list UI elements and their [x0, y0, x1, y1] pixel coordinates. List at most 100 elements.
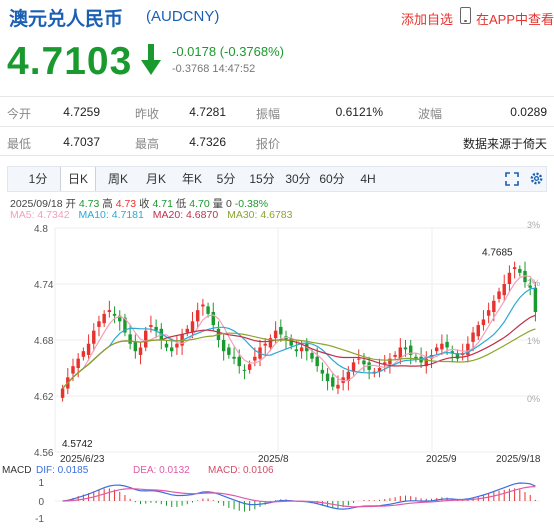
- ma20-label: MA20: 4.6870: [152, 209, 219, 221]
- min-price-label: 4.5742: [62, 439, 93, 450]
- candle-body: [408, 345, 413, 355]
- ohlc-date: 2025/09/18: [10, 198, 63, 210]
- ma-legend: MA5: 4.7342 MA10: 4.7181 MA20: 4.6870 MA…: [10, 209, 298, 221]
- candle-body: [466, 343, 470, 355]
- stat-label: 报价: [256, 137, 281, 151]
- macd-y-tick: -1: [35, 514, 44, 525]
- tab-60min[interactable]: 60分: [319, 172, 345, 186]
- candle-body: [60, 388, 65, 398]
- candle-body: [284, 336, 288, 340]
- candle-body: [299, 347, 304, 352]
- candle-body: [450, 351, 454, 354]
- stat-value: 0.6121%: [335, 105, 383, 119]
- tab-30min[interactable]: 30分: [285, 172, 311, 186]
- candle-body: [76, 358, 80, 368]
- stat-label: 最高: [135, 137, 160, 151]
- candle-body: [190, 321, 195, 333]
- candle-body: [424, 358, 429, 367]
- change-timestamp: -0.3768 14:47:52: [172, 63, 256, 75]
- candle-body: [81, 351, 86, 357]
- candle-body: [206, 306, 210, 314]
- macd-value: MACD: 0.0106: [208, 465, 274, 476]
- add-watchlist-button[interactable]: 添加自选: [401, 12, 454, 27]
- fullscreen-icon[interactable]: [505, 172, 519, 186]
- candle-body: [393, 354, 397, 357]
- y-tick-label: 4.8: [34, 224, 48, 235]
- candle-body: [71, 366, 75, 374]
- period-tabs: 1分 日K 周K 月K 年K 5分 15分 30分 60分 4H: [7, 166, 547, 192]
- tab-1min[interactable]: 1分: [28, 172, 48, 186]
- ma-line: [62, 287, 536, 389]
- pct-tick-label: 0%: [527, 394, 540, 404]
- candle-body: [128, 334, 132, 344]
- tab-yearly[interactable]: 年K: [181, 172, 202, 186]
- gear-icon[interactable]: [529, 171, 544, 186]
- x-tick-label: 2025/6/23: [60, 454, 105, 465]
- candle-body: [201, 304, 205, 307]
- tab-15min[interactable]: 15分: [249, 172, 275, 186]
- tab-monthly[interactable]: 月K: [145, 172, 166, 186]
- candle-body: [471, 332, 475, 342]
- candle-body: [144, 330, 148, 348]
- kline-chart[interactable]: 4.8 4.74 4.68 4.62 4.56 3% 2% 1% 0% 4.7685 4.5742 2…: [0, 218, 554, 528]
- pct-tick-label: 3%: [527, 220, 540, 230]
- y-tick-label: 4.56: [34, 448, 54, 459]
- candle-body: [247, 364, 252, 370]
- stat-value: 数据来源于倚天: [462, 137, 547, 151]
- x-tick-label: 2025/8: [258, 454, 289, 465]
- candle-body: [175, 343, 179, 348]
- candle-body: [445, 341, 449, 348]
- max-price-label: 4.7685: [482, 248, 513, 259]
- pct-tick-label: 1%: [527, 336, 540, 346]
- candle-body: [289, 338, 293, 346]
- candle-body: [237, 356, 241, 367]
- candle-body: [357, 358, 361, 360]
- candle-body: [351, 362, 356, 372]
- candle-body: [325, 373, 330, 382]
- stat-value: 4.7326: [189, 135, 226, 149]
- candle-body: [388, 358, 392, 365]
- candle-body: [310, 353, 314, 359]
- ohlc-low-label: 低: [175, 198, 187, 210]
- candle-body: [112, 313, 117, 316]
- page-title: 澳元兑人民币: [9, 9, 124, 30]
- candle-body: [336, 384, 340, 389]
- candle-body: [279, 326, 283, 335]
- candle-body: [434, 347, 439, 352]
- tab-4h[interactable]: 4H: [360, 172, 376, 186]
- ohlc-close: 4.71: [152, 198, 173, 210]
- tab-5min[interactable]: 5分: [216, 172, 236, 186]
- candle-body: [273, 330, 278, 339]
- candle-body: [455, 353, 460, 359]
- ohlc-vol-label: 量: [212, 198, 224, 210]
- ma30-label: MA30: 4.6783: [227, 209, 293, 221]
- candle-body: [320, 369, 325, 374]
- y-tick-label: 4.68: [34, 336, 54, 347]
- candle-body: [227, 347, 231, 355]
- stat-label: 昨收: [135, 107, 160, 121]
- macd-y-tick: 1: [38, 478, 44, 489]
- macd-title: MACD: [2, 465, 31, 476]
- tab-weekly[interactable]: 周K: [107, 172, 128, 186]
- candle-body: [492, 300, 496, 312]
- phone-icon: [460, 7, 471, 24]
- candle-body: [123, 317, 127, 333]
- candle-body: [486, 310, 491, 316]
- candle-body: [118, 315, 122, 322]
- candle-body: [92, 330, 96, 344]
- stat-value: 4.7281: [189, 105, 226, 119]
- header: 澳元兑人民币 (AUDCNY) 添加自选 在APP中查看: [0, 0, 554, 34]
- ohlc-high: 4.73: [115, 198, 137, 210]
- macd-y-tick: 0: [38, 497, 44, 508]
- stats-row: 最低 4.7037 最高 4.7326 报价 数据来源于倚天: [0, 126, 554, 156]
- tab-daily[interactable]: 日K: [60, 167, 96, 191]
- candle-body: [268, 338, 273, 348]
- candle-body: [367, 362, 371, 370]
- stat-value: 4.7037: [63, 135, 100, 149]
- ohlc-high-label: 高: [102, 198, 113, 210]
- candle-body: [502, 284, 506, 296]
- candle-body: [221, 340, 226, 352]
- candle-body: [476, 325, 480, 337]
- view-in-app-link[interactable]: 在APP中查看: [476, 12, 554, 27]
- candle-body: [331, 377, 335, 387]
